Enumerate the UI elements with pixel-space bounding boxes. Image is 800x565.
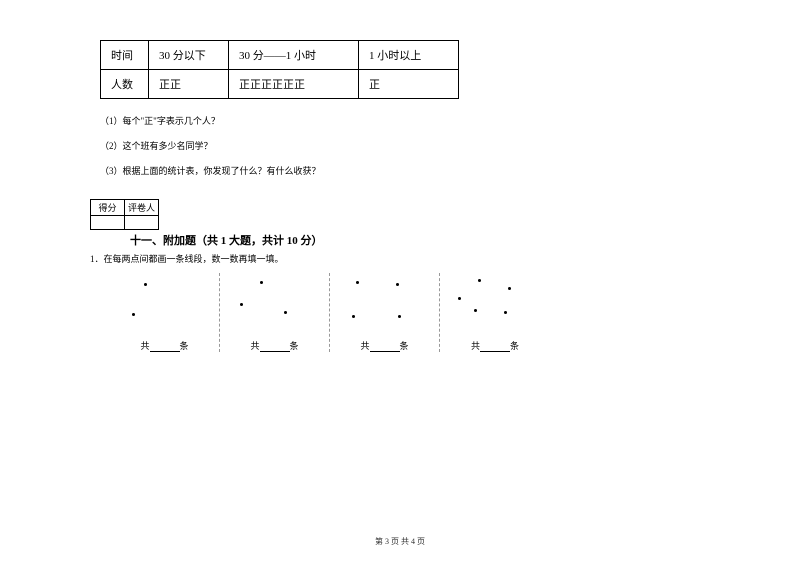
dot (284, 311, 287, 314)
statistics-table: 时间 30 分以下 30 分——1 小时 1 小时以上 人数 正正 正正正正正正… (100, 40, 459, 99)
grader-label: 评卷人 (125, 200, 159, 216)
score-table: 得分 评卷人 (90, 199, 159, 230)
dot (144, 283, 147, 286)
blank-field[interactable] (370, 342, 400, 352)
dot (504, 311, 507, 314)
answer-suffix: 条 (180, 341, 189, 351)
dot (356, 281, 359, 284)
section-header-row: 得分 评卷人 十一、附加题（共 1 大题，共计 10 分） (90, 199, 710, 248)
dots-area (448, 273, 542, 333)
cell-header: 30 分——1 小时 (229, 41, 359, 70)
table-row: 时间 30 分以下 30 分——1 小时 1 小时以上 (101, 41, 459, 70)
cell-value: 正正正正正正 (229, 70, 359, 99)
blank-field[interactable] (480, 342, 510, 352)
blank-field[interactable] (150, 342, 180, 352)
dots-area (228, 273, 321, 333)
table-row: 得分 评卷人 (91, 200, 159, 216)
dots-container: 共条 共条 共条 共条 (110, 273, 710, 352)
question-2: （2）这个班有多少名同学？ (100, 139, 710, 152)
questions-block: （1）每个"正"字表示几个人？ （2）这个班有多少名同学？ （3）根据上面的统计… (100, 114, 710, 177)
answer-line: 共条 (118, 339, 211, 352)
cell-value: 正 (359, 70, 459, 99)
dots-area (338, 273, 431, 333)
cell-header: 1 小时以上 (359, 41, 459, 70)
page-footer: 第 3 页 共 4 页 (0, 536, 800, 547)
cell-value: 正正 (149, 70, 229, 99)
dot (352, 315, 355, 318)
dot (458, 297, 461, 300)
score-cell (91, 216, 125, 230)
cell-time-label: 时间 (101, 41, 149, 70)
dot (240, 303, 243, 306)
grader-cell (125, 216, 159, 230)
cell-header: 30 分以下 (149, 41, 229, 70)
dot-group-3: 共条 (330, 273, 440, 352)
problem-text: 1．在每两点间都画一条线段，数一数再填一填。 (90, 252, 710, 265)
score-label: 得分 (91, 200, 125, 216)
dots-area (118, 273, 211, 333)
dot-group-4: 共条 (440, 273, 550, 352)
answer-line: 共条 (448, 339, 542, 352)
answer-line: 共条 (228, 339, 321, 352)
dot (508, 287, 511, 290)
dot-group-1: 共条 (110, 273, 220, 352)
dot (396, 283, 399, 286)
answer-suffix: 条 (400, 341, 409, 351)
answer-prefix: 共 (140, 341, 149, 351)
answer-line: 共条 (338, 339, 431, 352)
dot (398, 315, 401, 318)
table-row: 人数 正正 正正正正正正 正 (101, 70, 459, 99)
answer-prefix: 共 (471, 341, 480, 351)
cell-count-label: 人数 (101, 70, 149, 99)
answer-prefix: 共 (250, 341, 259, 351)
dot (132, 313, 135, 316)
blank-field[interactable] (260, 342, 290, 352)
dot (474, 309, 477, 312)
dot (260, 281, 263, 284)
question-3: （3）根据上面的统计表，你发现了什么？有什么收获？ (100, 164, 710, 177)
question-1: （1）每个"正"字表示几个人？ (100, 114, 710, 127)
dot (478, 279, 481, 282)
answer-suffix: 条 (290, 341, 299, 351)
section-title: 十一、附加题（共 1 大题，共计 10 分） (130, 232, 323, 248)
dot-group-2: 共条 (220, 273, 330, 352)
answer-prefix: 共 (360, 341, 369, 351)
answer-suffix: 条 (510, 341, 519, 351)
table-row (91, 216, 159, 230)
